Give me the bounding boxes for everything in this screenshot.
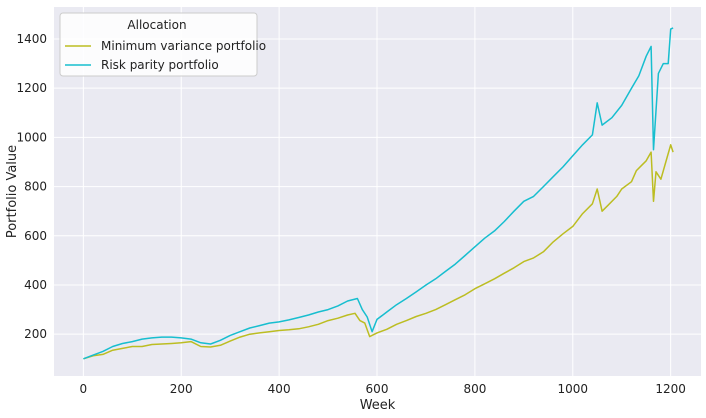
x-tick-label: 200 <box>170 382 193 396</box>
y-tick-label: 400 <box>24 278 47 292</box>
x-tick-label: 800 <box>463 382 486 396</box>
y-axis: 200 400 600 800 1000 1200 1400 <box>16 32 47 341</box>
x-tick-label: 1000 <box>558 382 589 396</box>
legend-label-minimum-variance: Minimum variance portfolio <box>101 39 266 53</box>
series-layer <box>83 27 674 360</box>
x-tick-label: 0 <box>80 382 88 396</box>
x-axis-label: Week <box>360 398 396 413</box>
x-axis: 0 200 400 600 800 1000 1200 <box>80 382 686 396</box>
legend-title: Allocation <box>127 18 186 32</box>
x-tick-label: 400 <box>268 382 291 396</box>
x-tick-label: 600 <box>366 382 389 396</box>
y-tick-label: 1000 <box>16 130 47 144</box>
legend: Allocation Minimum variance portfolio Ri… <box>59 12 266 77</box>
legend-label-risk-parity: Risk parity portfolio <box>101 58 219 72</box>
y-tick-label: 600 <box>24 229 47 243</box>
legend-box <box>59 12 258 77</box>
y-tick-label: 1200 <box>16 81 47 95</box>
series-line-0 <box>83 144 674 360</box>
y-tick-label: 1400 <box>16 32 47 46</box>
y-tick-label: 200 <box>24 327 47 341</box>
y-axis-label: Portfolio Value <box>5 145 20 238</box>
series-line-1 <box>83 27 674 360</box>
x-tick-label: 1200 <box>655 382 686 396</box>
grid <box>54 7 701 376</box>
y-tick-label: 800 <box>24 180 47 194</box>
